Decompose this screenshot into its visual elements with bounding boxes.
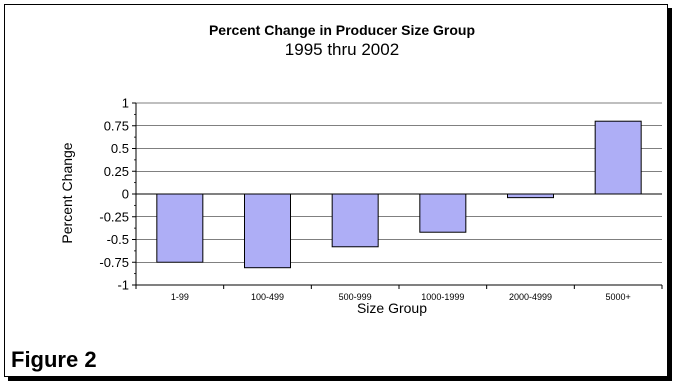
y-tick-label: 0.25 — [104, 164, 129, 179]
y-tick-label: 0 — [122, 187, 129, 202]
bar — [331, 193, 379, 248]
y-tick-label: 0.75 — [104, 118, 129, 133]
x-axis-label: Size Group — [357, 300, 427, 316]
bar — [156, 193, 204, 263]
x-tick-label: 100-499 — [251, 292, 284, 302]
bar — [244, 193, 291, 269]
y-tick-label: -0.5 — [107, 232, 129, 247]
y-tick-label: 1 — [122, 96, 129, 111]
y-axis-label: Percent Change — [59, 142, 75, 243]
bar — [507, 193, 554, 199]
bars — [156, 120, 642, 269]
y-tick-label: -1 — [117, 278, 129, 293]
x-tick-label: 1-99 — [171, 292, 189, 302]
x-tick-label: 2000-4999 — [509, 292, 552, 302]
y-tick-label: -0.25 — [99, 209, 129, 224]
x-tick-label: 500-999 — [339, 292, 372, 302]
x-tick-labels: 1-99 100-499 500-999 1000-1999 2000-4999 5000… — [171, 292, 631, 302]
chart-frame: Percent Change in Producer Size Group 19… — [4, 4, 668, 377]
axes — [132, 102, 663, 289]
chart-title: Percent Change in Producer Size Group — [209, 22, 475, 38]
chart-subtitle: 1995 thru 2002 — [285, 40, 399, 59]
y-tick-labels: 1 0.75 0.5 0.25 0 -0.25 -0.5 -0.75 -1 — [99, 96, 129, 293]
x-tick-label: 1000-1999 — [421, 292, 464, 302]
figure-label: Figure 2 — [11, 347, 97, 372]
y-tick-label: 0.5 — [111, 141, 129, 156]
chart: Percent Change in Producer Size Group 19… — [59, 22, 663, 316]
x-tick-label: 5000+ — [606, 292, 631, 302]
y-tick-label: -0.75 — [99, 255, 129, 270]
bar — [594, 120, 642, 195]
bar — [419, 193, 467, 233]
